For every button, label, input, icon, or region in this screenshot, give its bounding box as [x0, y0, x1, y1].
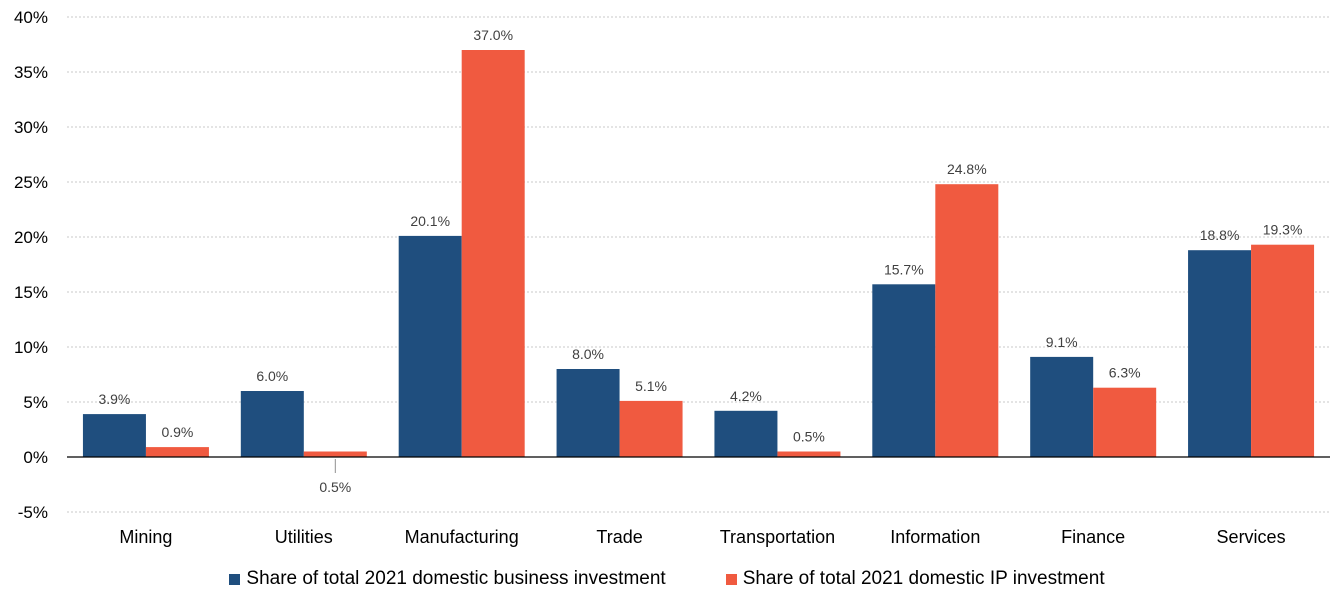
data-label: 15.7%: [884, 261, 924, 277]
bar: [240, 391, 304, 457]
data-label: 6.0%: [256, 368, 288, 384]
y-tick-label: 0%: [23, 448, 48, 467]
category-label: Information: [890, 527, 980, 547]
legend-item-ip: Share of total 2021 domestic IP investme…: [725, 568, 1105, 590]
y-tick-label: 15%: [14, 283, 48, 302]
y-tick-label: 35%: [14, 63, 48, 82]
bar: [872, 284, 936, 457]
legend-item-business: Share of total 2021 domestic business in…: [229, 568, 666, 590]
data-labels: 3.9% 0.9% 6.0% 0.5% 20.1% 37.0% 8.0% 5.1% 4.2% 0.…: [98, 27, 1302, 495]
bars: [82, 50, 1315, 457]
category-label: Finance: [1061, 527, 1125, 547]
category-label: Trade: [596, 527, 642, 547]
bar: [303, 451, 367, 457]
bar: [1188, 250, 1252, 457]
y-axis: -5% 0% 5% 10% 15% 20% 25% 30% 35% 40%: [14, 8, 48, 522]
bar: [145, 447, 209, 457]
bar: [619, 400, 683, 457]
data-label: 24.8%: [947, 161, 987, 177]
y-tick-label: 30%: [14, 118, 48, 137]
data-label: 5.1%: [635, 378, 667, 394]
data-label: 0.5%: [319, 479, 351, 495]
legend-label-ip: Share of total 2021 domestic IP investme…: [742, 568, 1105, 589]
y-tick-label: -5%: [18, 503, 48, 522]
y-tick-label: 5%: [23, 393, 48, 412]
data-label: 8.0%: [572, 346, 604, 362]
data-label: 6.3%: [1109, 365, 1141, 381]
bar: [1030, 356, 1094, 457]
category-label: Services: [1217, 527, 1286, 547]
bar: [714, 410, 778, 457]
legend-swatch-ip: [725, 573, 737, 585]
bar: [935, 184, 999, 457]
category-label: Utilities: [275, 527, 333, 547]
data-label: 18.8%: [1200, 227, 1240, 243]
data-label: 0.9%: [161, 424, 193, 440]
bar: [398, 235, 462, 457]
category-label: Mining: [119, 527, 172, 547]
bar: [82, 414, 146, 457]
category-label: Manufacturing: [405, 527, 519, 547]
data-label: 4.2%: [730, 388, 762, 404]
data-label: 9.1%: [1046, 334, 1078, 350]
data-label: 0.5%: [793, 429, 825, 445]
data-label: 20.1%: [410, 213, 450, 229]
bar: [1251, 244, 1315, 457]
bar: [1093, 387, 1157, 457]
data-label: 3.9%: [98, 391, 130, 407]
legend-swatch-business: [229, 573, 241, 585]
legend-label-business: Share of total 2021 domestic business in…: [246, 568, 666, 589]
category-label: Transportation: [720, 527, 835, 547]
y-tick-label: 25%: [14, 173, 48, 192]
bar: [777, 451, 841, 457]
data-label: 19.3%: [1263, 222, 1303, 238]
legend: Share of total 2021 domestic business in…: [0, 568, 1334, 590]
y-tick-label: 20%: [14, 228, 48, 247]
y-tick-label: 10%: [14, 338, 48, 357]
bar: [556, 369, 620, 457]
data-label: 37.0%: [473, 27, 513, 43]
y-tick-label: 40%: [14, 8, 48, 27]
x-axis: Mining Utilities Manufacturing Trade Transpo…: [67, 456, 1330, 547]
bar: [461, 50, 525, 457]
